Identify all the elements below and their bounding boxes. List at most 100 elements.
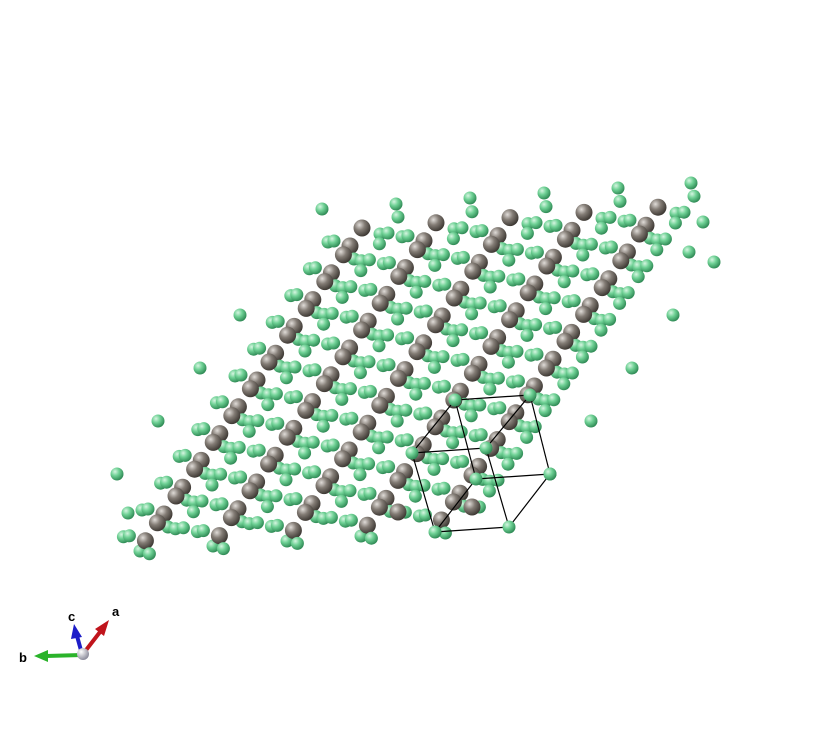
green-atom <box>523 388 537 402</box>
green-atom <box>372 339 386 353</box>
green-atom <box>121 506 135 520</box>
gray-atom <box>353 321 371 339</box>
green-atom <box>575 350 589 364</box>
green-atom <box>502 520 516 534</box>
unit-cell-edge <box>508 473 551 528</box>
green-atom <box>271 416 285 430</box>
green-atom <box>464 409 478 423</box>
gray-atom <box>463 498 481 516</box>
green-atom <box>364 531 378 545</box>
green-atom <box>417 478 431 492</box>
gray-atom <box>390 267 408 285</box>
axis-triad: a b c <box>19 604 120 665</box>
green-atom <box>437 379 451 393</box>
green-atom <box>668 216 682 230</box>
green-atom <box>215 497 229 511</box>
green-atom <box>613 194 627 208</box>
gray-atom <box>389 369 407 387</box>
green-atom <box>151 414 165 428</box>
gray-atom <box>575 203 593 221</box>
gray-atom <box>315 375 333 393</box>
gray-atom <box>167 487 185 505</box>
green-atom <box>565 366 579 380</box>
green-atom <box>446 436 460 450</box>
a-axis-arrow <box>81 620 109 656</box>
gray-atom <box>316 273 334 291</box>
green-atom <box>405 446 419 460</box>
green-atom <box>324 510 338 524</box>
green-atom <box>234 368 248 382</box>
green-atom <box>677 205 691 219</box>
b-axis-label: b <box>19 650 27 665</box>
green-atom <box>251 414 265 428</box>
green-atom <box>344 513 358 527</box>
gray-atom <box>463 364 481 382</box>
unit-cell-edge <box>411 399 456 454</box>
gray-atom <box>649 198 667 216</box>
green-atom <box>399 403 413 417</box>
green-atom <box>325 408 339 422</box>
gray-atom <box>315 477 333 495</box>
green-atom <box>214 467 228 481</box>
green-atom <box>537 186 551 200</box>
gray-atom <box>222 509 240 527</box>
green-atom <box>687 189 701 203</box>
green-atom <box>418 274 432 288</box>
green-atom <box>621 286 635 300</box>
gray-atom <box>223 407 241 425</box>
green-atom <box>543 467 557 481</box>
unit-cell-edge <box>454 399 477 480</box>
green-atom <box>401 229 415 243</box>
atom-layer-front <box>389 388 557 539</box>
gray-atom <box>371 396 389 414</box>
green-atom <box>372 237 386 251</box>
green-atom <box>419 304 433 318</box>
green-atom <box>253 341 267 355</box>
green-atom <box>186 505 200 519</box>
green-atom <box>382 358 396 372</box>
green-atom <box>549 218 563 232</box>
gray-atom <box>370 498 388 516</box>
green-atom <box>353 366 367 380</box>
green-atom <box>483 382 497 396</box>
gray-atom <box>501 311 519 329</box>
green-atom <box>269 489 283 503</box>
green-atom <box>260 500 274 514</box>
gray-atom <box>352 423 370 441</box>
green-atom <box>288 462 302 476</box>
green-atom <box>315 202 329 216</box>
green-atom <box>298 446 312 460</box>
green-atom <box>381 328 395 342</box>
green-atom <box>401 331 415 345</box>
green-atom <box>316 419 330 433</box>
green-atom <box>482 484 496 498</box>
green-atom <box>178 448 192 462</box>
green-atom <box>428 258 442 272</box>
green-atom <box>391 312 405 326</box>
green-atom <box>306 435 320 449</box>
green-atom <box>557 377 571 391</box>
green-atom <box>510 242 524 256</box>
gray-atom <box>556 230 574 248</box>
green-atom <box>427 462 441 476</box>
green-atom <box>520 328 534 342</box>
green-atom <box>604 240 618 254</box>
green-atom <box>479 441 493 455</box>
green-atom <box>363 486 377 500</box>
green-atom <box>317 317 331 331</box>
green-atom <box>389 197 403 211</box>
gray-atom <box>575 305 593 323</box>
green-atom <box>557 275 571 289</box>
green-atom <box>252 443 266 457</box>
green-atom <box>290 536 304 550</box>
green-atom <box>308 465 322 479</box>
green-atom <box>501 355 515 369</box>
green-atom <box>343 382 357 396</box>
green-atom <box>547 393 561 407</box>
green-atom <box>438 277 452 291</box>
gray-atom <box>389 471 407 489</box>
a-axis-label: a <box>112 604 120 619</box>
gray-atom <box>501 209 519 227</box>
green-atom <box>325 306 339 320</box>
